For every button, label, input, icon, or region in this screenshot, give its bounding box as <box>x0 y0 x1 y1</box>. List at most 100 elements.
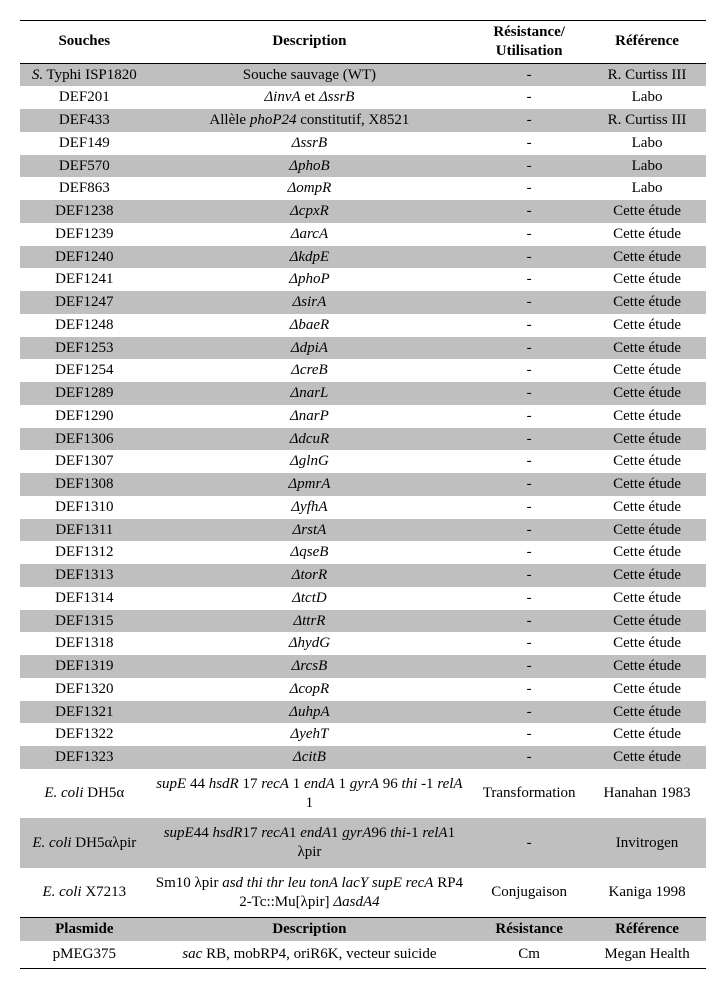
cell-resistance: - <box>470 268 588 291</box>
cell-plasmid-ref: Megan Health <box>588 941 706 968</box>
cell-resistance: - <box>470 701 588 724</box>
cell-reference: Cette étude <box>588 541 706 564</box>
table-row: DEF1320ΔcopR-Cette étude <box>20 678 706 701</box>
table-row: DEF1248ΔbaeR-Cette étude <box>20 314 706 337</box>
cell-souches: E. coli X7213 <box>20 868 149 918</box>
cell-resistance: - <box>470 109 588 132</box>
cell-plasmid-desc: sac RB, mobRP4, oriR6K, vecteur suicide <box>149 941 471 968</box>
cell-reference: Cette étude <box>588 746 706 769</box>
cell-reference: Cette étude <box>588 337 706 360</box>
cell-resistance: - <box>470 177 588 200</box>
cell-reference: Cette étude <box>588 632 706 655</box>
cell-resistance: - <box>470 200 588 223</box>
cell-resistance: - <box>470 359 588 382</box>
cell-souches: DEF1318 <box>20 632 149 655</box>
cell-reference: Cette étude <box>588 246 706 269</box>
cell-resistance: - <box>470 655 588 678</box>
cell-resistance: - <box>470 132 588 155</box>
header-description: Description <box>149 21 471 64</box>
cell-souches: E. coli DH5α <box>20 769 149 819</box>
table-row: DEF1311ΔrstA-Cette étude <box>20 519 706 542</box>
cell-souches: DEF149 <box>20 132 149 155</box>
cell-description: Allèle phoP24 constitutif, X8521 <box>149 109 471 132</box>
cell-resistance: - <box>470 723 588 746</box>
cell-reference: Cette étude <box>588 496 706 519</box>
cell-souches: DEF1254 <box>20 359 149 382</box>
cell-reference: Cette étude <box>588 473 706 496</box>
cell-resistance: - <box>470 541 588 564</box>
cell-description: Souche sauvage (WT) <box>149 63 471 86</box>
table-row: pMEG375sac RB, mobRP4, oriR6K, vecteur s… <box>20 941 706 968</box>
cell-souches: DEF1312 <box>20 541 149 564</box>
cell-reference: Cette étude <box>588 314 706 337</box>
cell-description: ΔinvA et ΔssrB <box>149 86 471 109</box>
table-row: DEF201ΔinvA et ΔssrB-Labo <box>20 86 706 109</box>
header-souches: Souches <box>20 21 149 64</box>
cell-reference: Cette étude <box>588 223 706 246</box>
cell-resistance: - <box>470 473 588 496</box>
table-row: E. coli DH5αλpirsupE44 hsdR17 recA1 endA… <box>20 818 706 868</box>
cell-description: ΔcitB <box>149 746 471 769</box>
cell-resistance: - <box>470 63 588 86</box>
table-row: DEF433Allèle phoP24 constitutif, X8521-R… <box>20 109 706 132</box>
cell-description: ΔphoP <box>149 268 471 291</box>
cell-resistance: - <box>470 564 588 587</box>
cell-souches: DEF201 <box>20 86 149 109</box>
cell-reference: Cette étude <box>588 428 706 451</box>
table-row: DEF1312ΔqseB-Cette étude <box>20 541 706 564</box>
cell-description: ΔkdpE <box>149 246 471 269</box>
cell-resistance: - <box>470 678 588 701</box>
cell-description: ΔrstA <box>149 519 471 542</box>
subheader-reference: Référence <box>588 918 706 941</box>
cell-resistance: - <box>470 610 588 633</box>
table-row: DEF1318ΔhydG-Cette étude <box>20 632 706 655</box>
cell-resistance: - <box>470 632 588 655</box>
cell-resistance: - <box>470 405 588 428</box>
cell-resistance: - <box>470 519 588 542</box>
cell-reference: Cette étude <box>588 655 706 678</box>
table-row: DEF1308ΔpmrA-Cette étude <box>20 473 706 496</box>
cell-reference: Cette étude <box>588 450 706 473</box>
table-header-row: Souches Description Résistance/ Utilisat… <box>20 21 706 64</box>
cell-souches: E. coli DH5αλpir <box>20 818 149 868</box>
cell-reference: Cette étude <box>588 382 706 405</box>
cell-description: ΔnarL <box>149 382 471 405</box>
cell-resistance: - <box>470 314 588 337</box>
cell-resistance: - <box>470 155 588 178</box>
cell-souches: DEF1239 <box>20 223 149 246</box>
table-row: DEF1241ΔphoP-Cette étude <box>20 268 706 291</box>
table-row: DEF1321ΔuhpA-Cette étude <box>20 701 706 724</box>
cell-reference: Labo <box>588 132 706 155</box>
cell-reference: Kaniga 1998 <box>588 868 706 918</box>
cell-reference: Cette étude <box>588 519 706 542</box>
cell-souches: DEF1323 <box>20 746 149 769</box>
cell-souches: DEF1314 <box>20 587 149 610</box>
cell-reference: Labo <box>588 86 706 109</box>
header-resistance: Résistance/ Utilisation <box>470 21 588 64</box>
cell-description: ΔrcsB <box>149 655 471 678</box>
cell-description: ΔphoB <box>149 155 471 178</box>
cell-resistance: - <box>470 382 588 405</box>
cell-souches: DEF1238 <box>20 200 149 223</box>
cell-resistance: - <box>470 223 588 246</box>
cell-souches: S. Typhi ISP1820 <box>20 63 149 86</box>
cell-souches: DEF1241 <box>20 268 149 291</box>
cell-description: ΔarcA <box>149 223 471 246</box>
cell-souches: DEF1307 <box>20 450 149 473</box>
cell-souches: DEF1315 <box>20 610 149 633</box>
cell-souches: DEF1247 <box>20 291 149 314</box>
cell-resistance: - <box>470 818 588 868</box>
cell-reference: Cette étude <box>588 587 706 610</box>
table-row: DEF1323ΔcitB-Cette étude <box>20 746 706 769</box>
table-row: DEF1289ΔnarL-Cette étude <box>20 382 706 405</box>
table-row: E. coli DH5αsupE 44 hsdR 17 recA 1 endA … <box>20 769 706 819</box>
cell-souches: DEF1240 <box>20 246 149 269</box>
cell-reference: Cette étude <box>588 200 706 223</box>
table-row: DEF863ΔompR-Labo <box>20 177 706 200</box>
cell-resistance: - <box>470 337 588 360</box>
table-row: DEF570ΔphoB-Labo <box>20 155 706 178</box>
cell-resistance: - <box>470 496 588 519</box>
cell-reference: Hanahan 1983 <box>588 769 706 819</box>
cell-description: ΔssrB <box>149 132 471 155</box>
cell-description: supE44 hsdR17 recA1 endA1 gyrA96 thi-1 r… <box>149 818 471 868</box>
